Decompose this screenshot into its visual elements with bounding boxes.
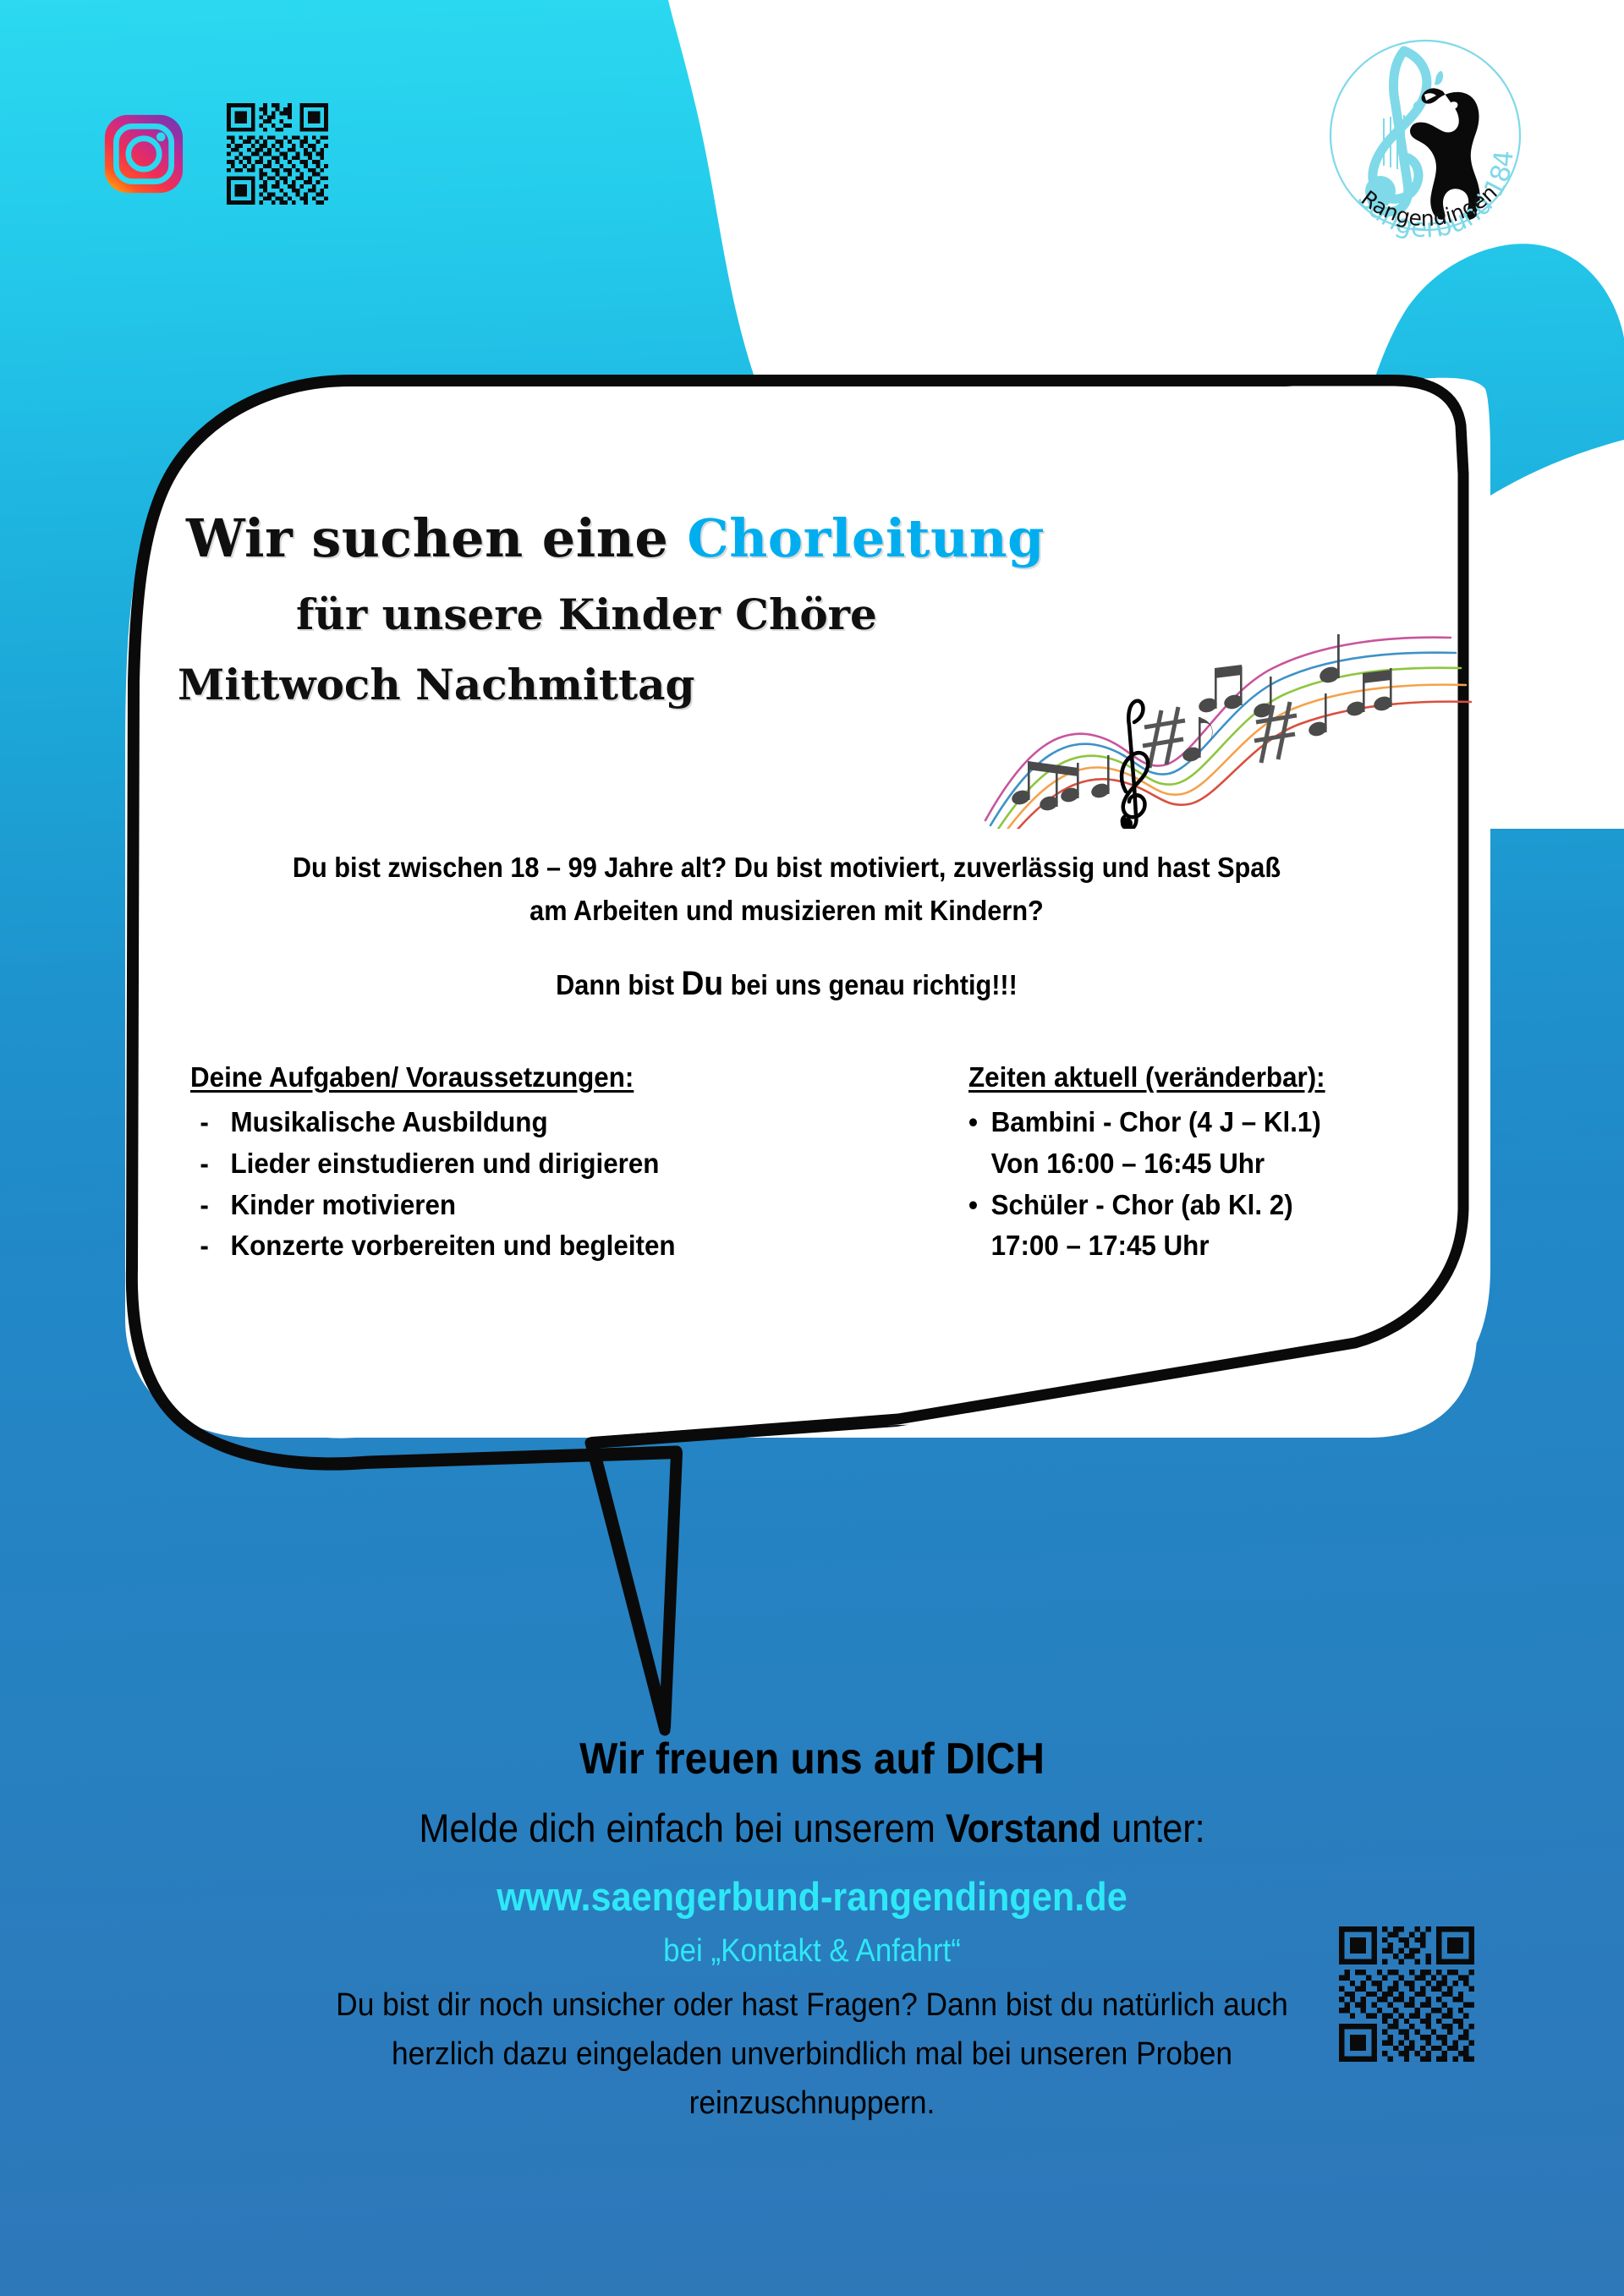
website-link-hint: bei „Kontakt & Anfahrt“ bbox=[663, 1933, 961, 1969]
two-column-section: Deine Aufgaben/ Voraussetzungen: - Musika… bbox=[190, 1061, 1417, 1267]
footer-contact-pre: Melde dich einfach bei unserem bbox=[419, 1806, 946, 1850]
dash-marker: - bbox=[200, 1147, 209, 1179]
list-item: - Lieder einstudieren und dirigieren bbox=[190, 1143, 897, 1185]
task-label: Musikalische Ausbildung bbox=[230, 1106, 548, 1137]
task-label: Konzerte vorbereiten und begleiten bbox=[230, 1230, 676, 1262]
saengerbund-logo: Sängerbund 1843 e.V. Rangendingen bbox=[1303, 17, 1522, 244]
headline-block: Wir suchen eine Chorleitung für unsere K… bbox=[178, 507, 1387, 710]
list-item: • Bambini - Chor (4 J – Kl.1) bbox=[968, 1102, 1395, 1143]
list-item: - Musikalische Ausbildung bbox=[190, 1102, 897, 1143]
intro-block: Du bist zwischen 18 – 99 Jahre alt? Du b… bbox=[169, 846, 1404, 1010]
footer-contact-bold: Vorstand bbox=[945, 1806, 1102, 1850]
instagram-icon[interactable] bbox=[103, 113, 184, 195]
list-item: Von 16:00 – 16:45 Uhr bbox=[968, 1143, 1395, 1185]
bullet-marker: • bbox=[968, 1188, 978, 1220]
intro-line-2: am Arbeiten und musizieren mit Kindern? bbox=[529, 895, 1044, 927]
footer-contact: Melde dich einfach bei unserem Vorstand … bbox=[65, 1805, 1559, 1851]
bullet-marker: • bbox=[968, 1106, 978, 1137]
colorful-music-staff bbox=[984, 634, 1473, 829]
footer-call: Wir freuen uns auf DICH bbox=[579, 1734, 1045, 1784]
choir-time: 17:00 – 17:45 Uhr bbox=[990, 1230, 1210, 1262]
logo-ring bbox=[1329, 39, 1522, 232]
task-label: Kinder motivieren bbox=[230, 1188, 457, 1220]
list-item: - Konzerte vorbereiten und begleiten bbox=[190, 1225, 897, 1267]
intro-spacer bbox=[169, 932, 1404, 957]
times-list: • Bambini - Chor (4 J – Kl.1) Von 16:00 –… bbox=[968, 1102, 1417, 1267]
intro-line-3-pre: Dann bist bbox=[556, 969, 682, 1001]
headline-line-2: für unsere Kinder Chöre bbox=[296, 589, 877, 639]
logo-treble-clef bbox=[1365, 46, 1443, 216]
instagram-qr-code[interactable] bbox=[227, 103, 328, 205]
list-item: 17:00 – 17:45 Uhr bbox=[968, 1225, 1395, 1267]
footer-note-line-2: herzlich dazu eingeladen unverbindlich m… bbox=[391, 2036, 1233, 2072]
dash-marker: - bbox=[200, 1230, 209, 1262]
choir-title: Schüler - Chor (ab Kl. 2) bbox=[990, 1188, 1293, 1220]
intro-line-1: Du bist zwischen 18 – 99 Jahre alt? Du b… bbox=[292, 852, 1281, 883]
footer-note-line-3: reinzuschnuppern. bbox=[689, 2085, 935, 2121]
footer-note-line-1: Du bist dir noch unsicher oder hast Frag… bbox=[336, 1987, 1288, 2023]
times-heading: Zeiten aktuell (veränderbar): bbox=[968, 1061, 1325, 1093]
logo-bear bbox=[1410, 88, 1480, 220]
list-item: - Kinder motivieren bbox=[190, 1185, 897, 1226]
headline-line-1: Wir suchen eine Chorleitung bbox=[186, 507, 1387, 569]
task-label: Lieder einstudieren und dirigieren bbox=[230, 1147, 660, 1179]
dash-marker: - bbox=[200, 1188, 209, 1220]
headline-line-3: Mittwoch Nachmittag bbox=[178, 660, 695, 710]
footer-contact-post: unter: bbox=[1101, 1806, 1205, 1850]
intro-line-3: Dann bist Du bei uns genau richtig!!! bbox=[212, 957, 1361, 1010]
tasks-column: Deine Aufgaben/ Voraussetzungen: - Musika… bbox=[190, 1061, 935, 1267]
website-qr-code[interactable] bbox=[1339, 1926, 1474, 2062]
headline-accent: Chorleitung bbox=[687, 507, 1045, 569]
dash-marker: - bbox=[200, 1106, 209, 1137]
footer-block: Wir freuen uns auf DICH Melde dich einfa… bbox=[0, 1734, 1624, 2128]
list-item: • Schüler - Chor (ab Kl. 2) bbox=[968, 1185, 1395, 1226]
choir-title: Bambini - Chor (4 J – Kl.1) bbox=[990, 1106, 1321, 1137]
times-column: Zeiten aktuell (veränderbar): • Bambini -… bbox=[968, 1061, 1417, 1267]
intro-line-3-post: bei uns genau richtig!!! bbox=[723, 969, 1018, 1001]
intro-line-3-emphasis: Du bbox=[681, 965, 724, 1003]
choir-time: Von 16:00 – 16:45 Uhr bbox=[990, 1147, 1265, 1179]
website-link[interactable]: www.saengerbund-rangendingen.de bbox=[497, 1874, 1127, 1919]
tasks-list: - Musikalische Ausbildung - Lieder einstud… bbox=[190, 1102, 935, 1267]
footer-note: Du bist dir noch unsicher oder hast Frag… bbox=[57, 1981, 1567, 2128]
tasks-heading: Deine Aufgaben/ Voraussetzungen: bbox=[190, 1061, 634, 1093]
headline-plain: Wir suchen eine bbox=[186, 507, 688, 569]
